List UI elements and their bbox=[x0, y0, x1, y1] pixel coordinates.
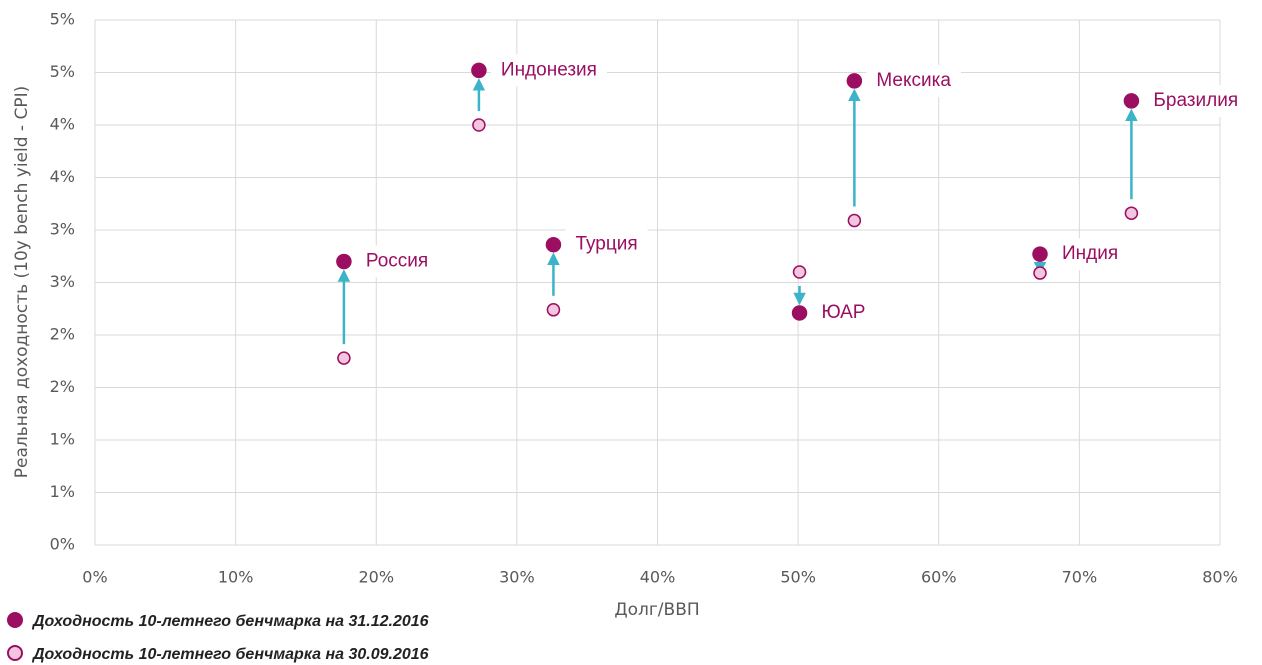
x-tick-label: 20% bbox=[358, 568, 394, 587]
point bbox=[792, 265, 807, 279]
point bbox=[546, 303, 561, 317]
y-tick-label: 2% bbox=[50, 325, 75, 344]
point-label: Турция bbox=[575, 234, 637, 255]
point bbox=[337, 351, 351, 365]
y-tick-label: 3% bbox=[50, 272, 75, 291]
legend-marker bbox=[7, 645, 23, 661]
point-label: Индия bbox=[1062, 243, 1118, 264]
x-tick-label: 70% bbox=[1062, 568, 1098, 587]
point bbox=[847, 213, 862, 228]
label-bg bbox=[490, 54, 607, 87]
x-tick-label: 80% bbox=[1202, 568, 1238, 587]
point bbox=[472, 118, 486, 132]
point-label: Бразилия bbox=[1153, 90, 1238, 111]
x-tick-label: 0% bbox=[82, 568, 107, 587]
x-tick-label: 60% bbox=[921, 568, 957, 587]
y-tick-label: 5% bbox=[50, 62, 75, 81]
point bbox=[545, 236, 562, 253]
point bbox=[336, 253, 352, 270]
point bbox=[846, 73, 863, 89]
point bbox=[791, 305, 808, 321]
label-bg bbox=[355, 245, 439, 278]
legend-marker bbox=[7, 612, 23, 628]
point-label: Индонезия bbox=[501, 59, 597, 80]
label-bg bbox=[565, 228, 648, 261]
x-tick-label: 10% bbox=[218, 568, 254, 587]
point bbox=[471, 62, 487, 79]
x-tick-label: 30% bbox=[499, 568, 535, 587]
label-bg bbox=[866, 64, 961, 97]
point bbox=[1032, 246, 1048, 262]
x-axis-title: Долг/ВВП bbox=[614, 600, 699, 620]
y-tick-label: 0% bbox=[50, 535, 75, 554]
y-tick-label: 1% bbox=[50, 430, 75, 449]
y-tick-label: 4% bbox=[50, 167, 75, 186]
y-tick-label: 5% bbox=[50, 10, 75, 29]
label-bg bbox=[1052, 238, 1129, 271]
label-bg bbox=[811, 296, 876, 329]
y-tick-label: 1% bbox=[50, 482, 75, 501]
legend-label: Доходность 10-летнего бенчмарка на 31.12… bbox=[31, 613, 429, 630]
y-tick-label: 4% bbox=[50, 115, 75, 134]
y-tick-label: 3% bbox=[50, 220, 75, 239]
y-tick-label: 2% bbox=[50, 377, 75, 396]
point-label: Мексика bbox=[876, 70, 951, 91]
point bbox=[1124, 206, 1139, 220]
label-bg bbox=[1143, 84, 1249, 117]
point bbox=[1033, 266, 1047, 280]
x-tick-label: 50% bbox=[780, 568, 816, 587]
point bbox=[1123, 93, 1140, 109]
legend-label: Доходность 10-летнего бенчмарка на 30.09… bbox=[31, 646, 429, 663]
point-label: ЮАР bbox=[822, 302, 866, 323]
x-tick-label: 40% bbox=[640, 568, 676, 587]
y-axis-title: Реальная доходность (10y bench yield - C… bbox=[12, 86, 32, 478]
point-label: Россия bbox=[366, 251, 428, 272]
